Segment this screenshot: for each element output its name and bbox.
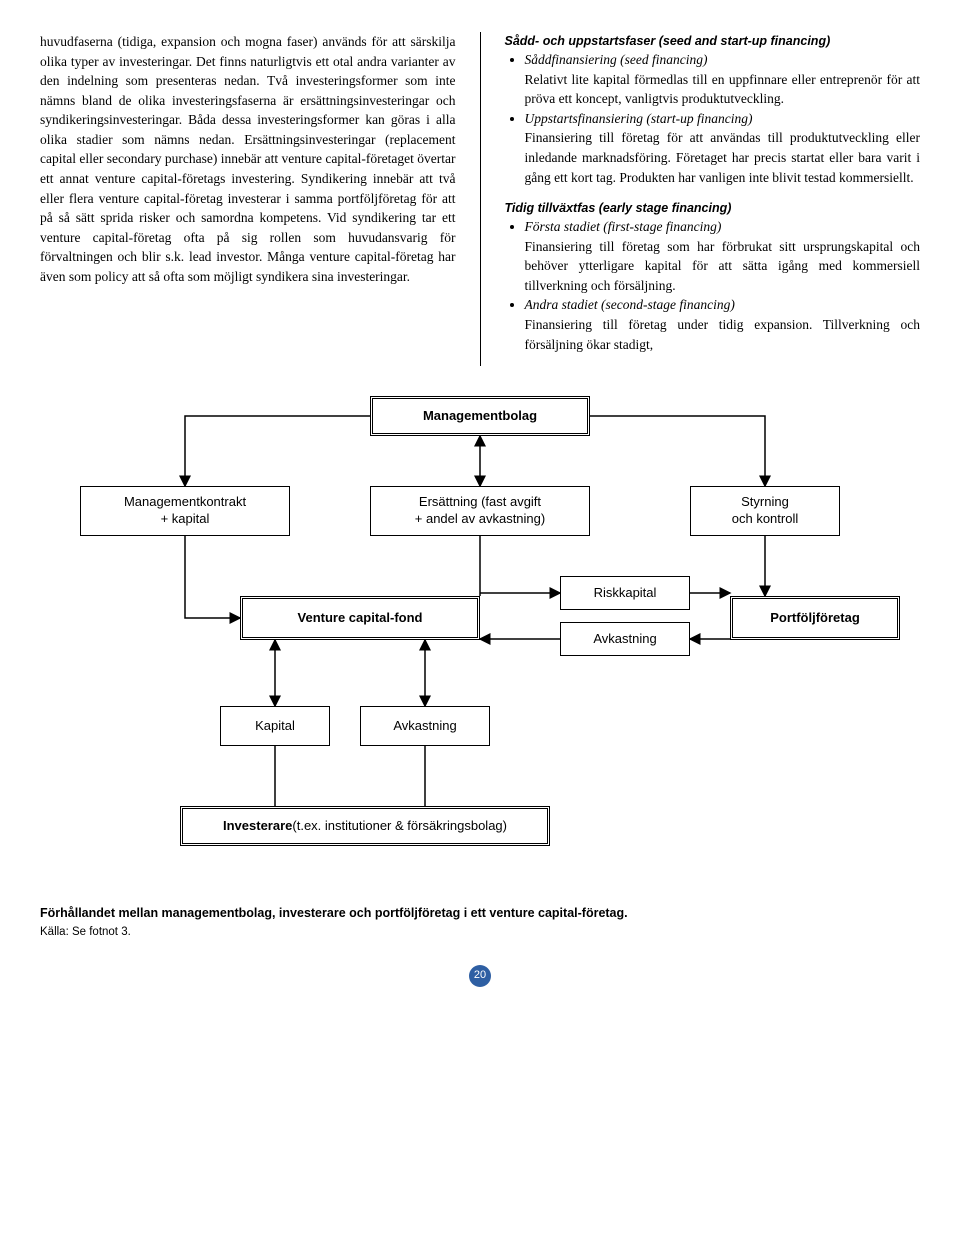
- node-investerare: Investerare (t.ex. institutioner & försä…: [180, 806, 550, 846]
- node-vcfond: Venture capital-fond: [240, 596, 480, 640]
- vc-structure-diagram: Managementbolag Managementkontrakt + kapi…: [50, 396, 910, 876]
- phase1-list: Såddfinansiering (seed financing) Relativ…: [505, 50, 921, 187]
- left-paragraph: huvudfaserna (tidiga, expansion och mogn…: [40, 32, 456, 286]
- text-columns: huvudfaserna (tidiga, expansion och mogn…: [40, 32, 920, 366]
- phase2-list: Första stadiet (first-stage financing) Fi…: [505, 217, 921, 354]
- right-column: Sådd- och uppstartsfaser (seed and start…: [505, 32, 921, 366]
- column-divider: [480, 32, 481, 366]
- phase2-title: Tidig tillväxtfas (early stage financing…: [505, 199, 921, 217]
- node-portfolj: Portföljföretag: [730, 596, 900, 640]
- item-text: Finansiering till företag under tidig ex…: [525, 317, 921, 352]
- node-ersattning: Ersättning (fast avgift + andel av avkas…: [370, 486, 590, 536]
- left-column: huvudfaserna (tidiga, expansion och mogn…: [40, 32, 456, 366]
- item-lead: Andra stadiet (second-stage financing): [525, 297, 735, 312]
- figure-caption: Förhållandet mellan managementbolag, inv…: [40, 904, 920, 922]
- node-management: Managementbolag: [370, 396, 590, 436]
- item-lead: Första stadiet (first-stage financing): [525, 219, 722, 234]
- list-item: Såddfinansiering (seed financing) Relativ…: [525, 50, 921, 109]
- node-styrning: Styrning och kontroll: [690, 486, 840, 536]
- page-number: 20: [469, 965, 491, 987]
- node-riskkapital: Riskkapital: [560, 576, 690, 610]
- phase1-title: Sådd- och uppstartsfaser (seed and start…: [505, 32, 921, 50]
- item-lead: Uppstartsfinansiering (start-up financin…: [525, 111, 753, 126]
- node-kapital: Kapital: [220, 706, 330, 746]
- item-text: Relativt lite kapital förmedlas till en …: [525, 72, 921, 107]
- node-avkastning2: Avkastning: [360, 706, 490, 746]
- node-mgmtKontrakt: Managementkontrakt + kapital: [80, 486, 290, 536]
- list-item: Uppstartsfinansiering (start-up financin…: [525, 109, 921, 187]
- item-lead: Såddfinansiering (seed financing): [525, 52, 708, 67]
- node-avkastning1: Avkastning: [560, 622, 690, 656]
- item-text: Finansiering till företag som har förbru…: [525, 239, 921, 293]
- list-item: Andra stadiet (second-stage financing) Fi…: [525, 295, 921, 354]
- item-text: Finansiering till företag för att använd…: [525, 130, 921, 184]
- list-item: Första stadiet (first-stage financing) Fi…: [525, 217, 921, 295]
- figure-source: Källa: Se fotnot 3.: [40, 924, 920, 941]
